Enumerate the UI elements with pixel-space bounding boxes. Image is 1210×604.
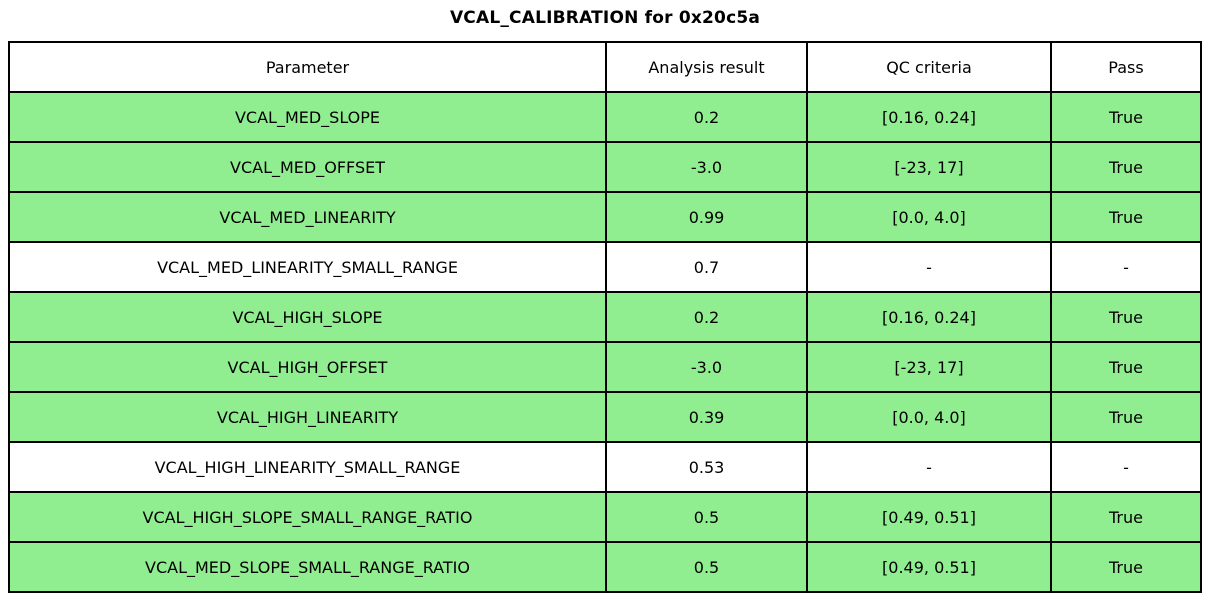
cell-analysis-result: 0.53 [605, 441, 808, 493]
cell-qc-criteria: [-23, 17] [806, 141, 1052, 193]
column-header-parameter: Parameter [8, 41, 607, 93]
table-row: VCAL_HIGH_SLOPE_SMALL_RANGE_RATIO 0.5 [0.4… [8, 491, 1202, 543]
cell-pass: - [1050, 441, 1202, 493]
cell-analysis-result: -3.0 [605, 141, 808, 193]
cell-qc-criteria: - [806, 441, 1052, 493]
cell-parameter: VCAL_HIGH_SLOPE [8, 291, 607, 343]
cell-pass: True [1050, 541, 1202, 593]
header-row: Parameter Analysis result QC criteria Pa… [8, 41, 1202, 93]
table-row: VCAL_MED_SLOPE_SMALL_RANGE_RATIO 0.5 [0.49… [8, 541, 1202, 593]
cell-parameter: VCAL_HIGH_LINEARITY_SMALL_RANGE [8, 441, 607, 493]
table-row: VCAL_HIGH_LINEARITY_SMALL_RANGE 0.53- - [8, 441, 1202, 493]
table-row: VCAL_MED_OFFSET -3.0 [-23, 17] True [8, 141, 1202, 193]
cell-pass: True [1050, 141, 1202, 193]
cell-analysis-result: 0.39 [605, 391, 808, 443]
cell-parameter: VCAL_MED_LINEARITY [8, 191, 607, 243]
column-header-qc-criteria: QC criteria [806, 41, 1052, 93]
cell-qc-criteria: [0.0, 4.0] [806, 391, 1052, 443]
table-row: VCAL_MED_LINEARITY_SMALL_RANGE 0.7- - [8, 241, 1202, 293]
cell-qc-criteria: [0.16, 0.24] [806, 91, 1052, 143]
table-row: VCAL_HIGH_LINEARITY 0.39 [0.0, 4.0] True [8, 391, 1202, 443]
cell-qc-criteria: [0.0, 4.0] [806, 191, 1052, 243]
cell-pass: True [1050, 291, 1202, 343]
cell-analysis-result: -3.0 [605, 341, 808, 393]
cell-pass: True [1050, 391, 1202, 443]
cell-qc-criteria: [0.16, 0.24] [806, 291, 1052, 343]
cell-analysis-result: 0.5 [605, 491, 808, 543]
table-row: VCAL_HIGH_OFFSET -3.0 [-23, 17] True [8, 341, 1202, 393]
cell-analysis-result: 0.2 [605, 291, 808, 343]
cell-analysis-result: 0.7 [605, 241, 808, 293]
column-header-analysis-result: Analysis result [605, 41, 808, 93]
cell-analysis-result: 0.99 [605, 191, 808, 243]
cell-pass: - [1050, 241, 1202, 293]
cell-parameter: VCAL_HIGH_OFFSET [8, 341, 607, 393]
table-row: VCAL_HIGH_SLOPE 0.2 [0.16, 0.24] True [8, 291, 1202, 343]
cell-qc-criteria: - [806, 241, 1052, 293]
cell-pass: True [1050, 341, 1202, 393]
cell-parameter: VCAL_MED_SLOPE [8, 91, 607, 143]
cell-analysis-result: 0.2 [605, 91, 808, 143]
cell-pass: True [1050, 491, 1202, 543]
cell-parameter: VCAL_MED_OFFSET [8, 141, 607, 193]
cell-qc-criteria: [-23, 17] [806, 341, 1052, 393]
column-header-pass: Pass [1050, 41, 1202, 93]
cell-parameter: VCAL_HIGH_SLOPE_SMALL_RANGE_RATIO [8, 491, 607, 543]
cell-qc-criteria: [0.49, 0.51] [806, 491, 1052, 543]
cell-analysis-result: 0.5 [605, 541, 808, 593]
table-row: VCAL_MED_SLOPE 0.2 [0.16, 0.24] True [8, 91, 1202, 143]
cell-pass: True [1050, 191, 1202, 243]
cell-pass: True [1050, 91, 1202, 143]
cell-qc-criteria: [0.49, 0.51] [806, 541, 1052, 593]
table-row: VCAL_MED_LINEARITY 0.99 [0.0, 4.0] True [8, 191, 1202, 243]
figure-title: VCAL_CALIBRATION for 0x20c5a [449, 8, 761, 28]
cell-parameter: VCAL_MED_LINEARITY_SMALL_RANGE [8, 241, 607, 293]
cell-parameter: VCAL_HIGH_LINEARITY [8, 391, 607, 443]
qc-results-table: Parameter Analysis result QC criteria Pa… [8, 41, 1202, 593]
cell-parameter: VCAL_MED_SLOPE_SMALL_RANGE_RATIO [8, 541, 607, 593]
